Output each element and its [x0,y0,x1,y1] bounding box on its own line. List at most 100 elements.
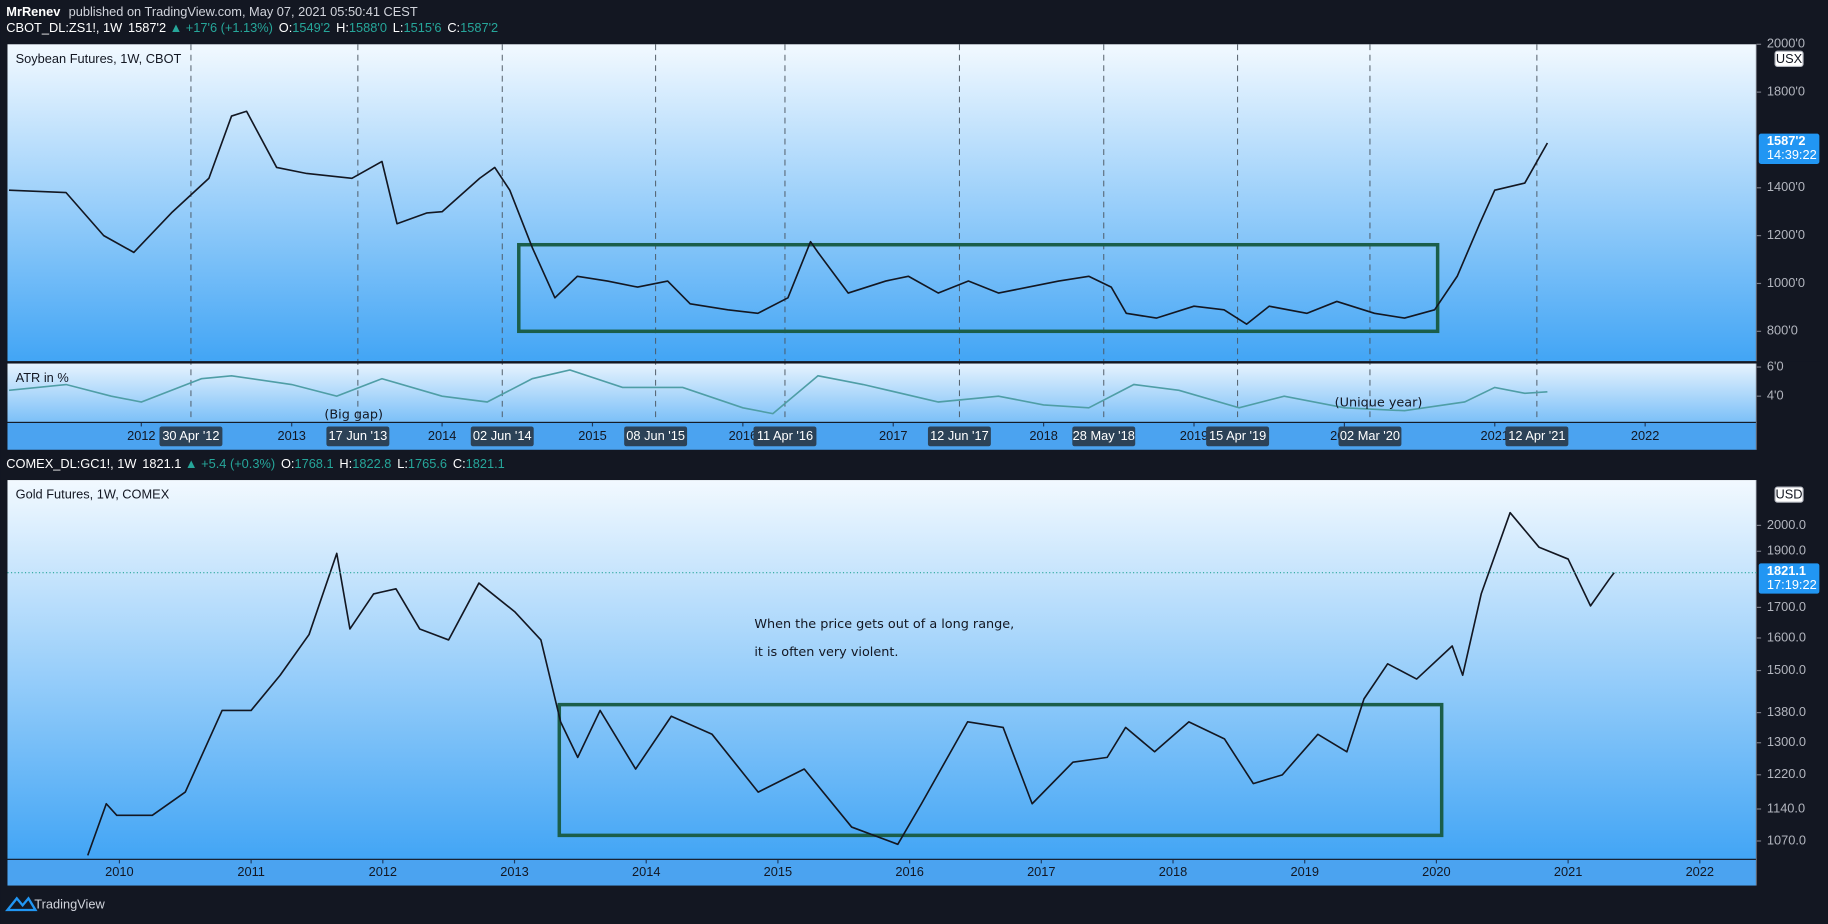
x-tick-label: 2022 [1686,864,1714,879]
x-tick-label: 2012 [127,428,155,443]
y-tick-label: 2000'0 [1767,36,1805,51]
y-tick-label: 1140.0 [1767,800,1805,815]
marker-box [326,426,390,447]
x-tick-label: 2016 [895,864,923,879]
y-tick-label: 800'0 [1767,323,1798,338]
last-price: 1587'2 [128,21,166,36]
y-tick-label: 1070.0 [1767,832,1806,847]
annotation: it is often very violent. [754,645,898,660]
x-axis-strip [7,422,1757,450]
x-tick-label: 2014 [632,864,660,879]
marker-box [1072,426,1136,447]
currency: USX [1776,51,1803,66]
last-price-label: 1587'2 [1767,133,1806,148]
y-tick-label: 1800'0 [1767,84,1805,99]
last-price-box [1758,133,1820,164]
price-line [86,511,1615,856]
last-price: 1821.1 [142,456,181,471]
y-tick-label: 1220.0 [1767,766,1806,781]
price-pane [7,44,1757,362]
symbol: COMEX_DL:GC1!, 1W [6,456,137,471]
currency-box [1774,486,1804,503]
ohlc-label: L: [393,21,404,36]
marker-label: 30 Apr '12 [162,428,219,443]
marker-box [927,426,991,447]
ohlc-label: L: [397,456,408,471]
range-box [557,702,1444,838]
change: ▲ +17'6 (+1.13%) [170,21,273,36]
marker-label: 02 Jun '14 [473,428,532,443]
x-axis-strip [7,859,1757,886]
annotation: (Unique year) [1335,396,1423,411]
y-tick-label: 1000'0 [1767,275,1805,290]
chart-title: Soybean Futures, 1W, CBOT [16,51,182,66]
y-tick-label: 1380.0 [1767,704,1806,719]
ohlc-value: 1768.1 [294,456,333,471]
symbol-line: CBOT_DL:ZS1!, 1W 1587'2 ▲ +17'6 (+1.13%) O:… [6,21,498,36]
indicator-pane [7,363,1757,422]
marker-box [470,426,534,447]
x-tick-label: 2018 [1029,428,1057,443]
marker-box [1338,426,1402,447]
last-price-label: 1821.1 [1767,563,1806,578]
ohlc-value: 1587'2 [460,21,498,36]
y-tick-label: 1200'0 [1767,227,1805,242]
x-tick-label: 2013 [500,864,528,879]
annotation: When the price gets out of a long range, [754,617,1014,632]
ohlc-label: C: [453,456,466,471]
marker-box [1206,426,1270,447]
marker-box [1505,426,1569,447]
marker-box [624,426,688,447]
indicator-line [8,369,1548,415]
x-tick-label: 2012 [369,864,397,879]
author: MrRenev [6,4,61,19]
y-tick-label: 6'0 [1767,358,1784,373]
ohlc-value: 1588'0 [349,21,387,36]
y-tick-label: 1400'0 [1767,179,1805,194]
x-tick-label: 2014 [428,428,456,443]
symbol: CBOT_DL:ZS1!, 1W [6,21,123,36]
marker-label: 28 May '18 [1073,428,1135,443]
marker-box [159,426,223,447]
logo [5,896,38,912]
publish-line: MrRenev published on TradingView.com, Ma… [6,4,418,19]
x-tick-label: 2015 [764,864,792,879]
y-tick-label: 1500.0 [1767,662,1806,677]
y-tick-label: 2000.0 [1767,517,1806,532]
currency-box [1774,50,1804,67]
x-tick-label: 2019 [1290,864,1318,879]
marker-label: 15 Apr '19 [1209,428,1266,443]
marker-label: 08 Jun '15 [626,428,685,443]
change: ▲ +5.4 (+0.3%) [185,456,275,471]
price-line [8,110,1549,325]
y-tick-label: 1600.0 [1767,629,1806,644]
ohlc-label: O: [281,456,295,471]
marker-label: 02 Mar '20 [1340,428,1400,443]
x-tick-label: 2018 [1159,864,1187,879]
x-tick-label: 2015 [578,428,606,443]
marker-label: 17 Jun '13 [329,428,388,443]
countdown: 14:39:22 [1767,147,1817,162]
ohlc-label: H: [339,456,352,471]
x-tick-label: 2016 [729,428,757,443]
published: published on TradingView.com, May 07, 20… [69,4,418,19]
ohlc-label: C: [447,21,460,36]
y-tick-label: 1700.0 [1767,599,1806,614]
ohlc-value: 1822.8 [352,456,391,471]
marker-label: 11 Apr '16 [757,428,813,443]
x-tick-label: 2021 [1554,864,1582,879]
x-tick-label: 2017 [1027,864,1055,879]
x-tick-label: 2017 [879,428,907,443]
indicator-title: ATR in % [16,370,69,385]
annotation: (Big gap) [324,407,383,422]
currency: USD [1776,487,1803,502]
chart-title: Gold Futures, 1W, COMEX [16,487,170,502]
ohlc-label: H: [336,21,349,36]
brand: TradingView [34,897,105,912]
symbol-line: COMEX_DL:GC1!, 1W 1821.1 ▲ +5.4 (+0.3%) O:1… [6,456,505,471]
y-tick-label: 4'0 [1767,388,1784,403]
ohlc-value: 1549'2 [292,21,330,36]
y-tick-label: 1900.0 [1767,543,1806,558]
x-tick-label: 2013 [277,428,305,443]
